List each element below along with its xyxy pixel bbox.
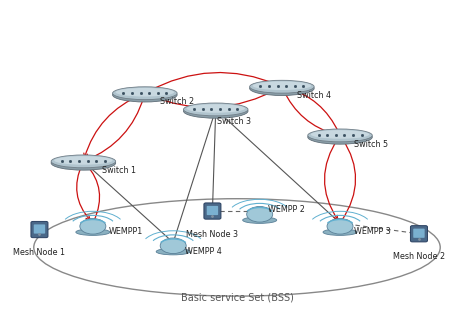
FancyBboxPatch shape [31,221,48,238]
Ellipse shape [156,248,190,255]
Ellipse shape [311,130,369,139]
Ellipse shape [243,217,277,223]
Text: Switch 1: Switch 1 [102,166,137,175]
FancyArrowPatch shape [147,72,278,92]
Ellipse shape [187,104,245,113]
Ellipse shape [113,87,177,100]
FancyArrowPatch shape [86,97,145,160]
FancyArrowPatch shape [283,89,336,135]
Text: Mesh Node 1: Mesh Node 1 [13,248,65,257]
Text: Mesh Node 2: Mesh Node 2 [393,252,445,261]
Ellipse shape [327,218,353,234]
Ellipse shape [116,88,174,96]
Text: Mesh Node 3: Mesh Node 3 [186,230,238,239]
Ellipse shape [183,103,248,116]
Ellipse shape [253,82,311,90]
Text: Switch 3: Switch 3 [217,117,251,126]
Ellipse shape [113,88,177,102]
FancyBboxPatch shape [204,203,221,219]
FancyArrowPatch shape [149,88,280,107]
FancyArrowPatch shape [86,164,100,221]
Ellipse shape [54,156,113,165]
Ellipse shape [183,104,248,118]
FancyBboxPatch shape [410,226,428,242]
Ellipse shape [51,156,116,170]
Ellipse shape [308,130,372,144]
Ellipse shape [250,81,314,96]
Ellipse shape [80,218,106,234]
Text: WEMPP1: WEMPP1 [109,227,143,236]
Text: Switch 5: Switch 5 [354,140,388,149]
Text: WEMPP 2: WEMPP 2 [268,204,305,214]
FancyArrowPatch shape [84,94,142,157]
FancyArrowPatch shape [77,164,90,220]
FancyArrowPatch shape [325,138,338,220]
FancyBboxPatch shape [207,206,218,215]
FancyArrowPatch shape [286,87,339,133]
FancyBboxPatch shape [413,229,425,238]
Ellipse shape [323,229,357,235]
FancyArrowPatch shape [342,139,356,221]
Ellipse shape [76,229,110,235]
Ellipse shape [250,80,314,93]
FancyBboxPatch shape [34,224,45,234]
Ellipse shape [160,238,186,254]
Text: Switch 2: Switch 2 [160,97,194,106]
Text: WEMPP 3: WEMPP 3 [354,227,391,236]
Text: Basic service Set (BSS): Basic service Set (BSS) [181,293,293,303]
Ellipse shape [308,129,372,142]
Ellipse shape [51,155,116,168]
Text: Switch 4: Switch 4 [298,91,331,100]
Ellipse shape [246,206,273,222]
Text: WEMPP 4: WEMPP 4 [185,247,222,256]
